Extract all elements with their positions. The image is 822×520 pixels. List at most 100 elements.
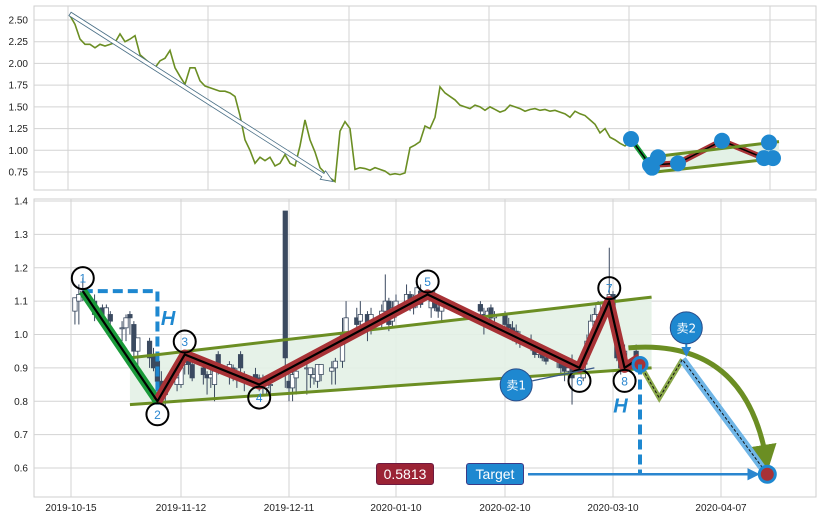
target-value-label: 0.5813 xyxy=(376,463,434,485)
candle-body-up xyxy=(357,314,363,322)
candle-body-down xyxy=(477,304,483,312)
overview-ytick-label: 1.75 xyxy=(9,81,29,92)
overview-price-line xyxy=(69,15,631,183)
candle xyxy=(135,337,141,368)
detail-xtick-label: 2019-12-11 xyxy=(264,503,315,514)
candle-body-up xyxy=(307,367,314,375)
overview-ytick-label: 1.50 xyxy=(9,102,29,113)
candle xyxy=(318,364,324,382)
wave-point-label: 3 xyxy=(181,335,188,349)
channel-upper-line xyxy=(129,295,652,360)
overview-channel-upper xyxy=(649,140,780,159)
wave-point-marker xyxy=(612,368,637,393)
candle xyxy=(289,367,296,402)
wave-point-label: 8 xyxy=(621,374,628,388)
candle-body-up xyxy=(72,297,78,312)
candle xyxy=(332,357,338,385)
overview-ytick-label: 1.00 xyxy=(9,146,29,157)
candle xyxy=(329,361,335,385)
candle xyxy=(189,361,195,382)
candle xyxy=(293,367,299,395)
candle-body-down xyxy=(543,357,549,362)
detail-xtick-label: 2020-03-10 xyxy=(587,503,639,514)
candle xyxy=(72,297,78,325)
detail-ytick-label: 0.7 xyxy=(14,430,28,441)
detail-xtick-label: 2020-01-10 xyxy=(370,503,422,514)
height-label: H xyxy=(613,396,628,418)
detail-ytick-label: 1.3 xyxy=(14,230,28,241)
detail-ytick-label: 1.2 xyxy=(14,263,28,274)
candle xyxy=(307,367,314,388)
wave-point-label: 6 xyxy=(576,374,583,388)
wave-point-label: 7 xyxy=(606,282,613,296)
overview-pattern-point xyxy=(623,130,639,147)
height-dashed-line xyxy=(82,289,160,405)
candle-body-up xyxy=(318,364,324,375)
detail-xtick-label: 2020-02-10 xyxy=(479,503,531,514)
candle xyxy=(357,301,363,328)
detail-ytick-label: 1.0 xyxy=(14,330,28,341)
candle-body-down xyxy=(200,367,206,375)
wave-point-label: 1 xyxy=(79,272,86,286)
target-point xyxy=(757,464,777,484)
sell-signal-marker xyxy=(669,311,703,345)
overview-pattern-point xyxy=(765,150,781,167)
candle-body-down xyxy=(189,364,195,379)
overview-pattern-point xyxy=(644,159,660,176)
wave-point-label: 2 xyxy=(154,408,161,422)
detail-ytick-label: 0.6 xyxy=(14,464,28,475)
overview-ytick-label: 2.25 xyxy=(9,37,29,48)
overview-ytick-label: 2.50 xyxy=(9,16,29,27)
candle-body-down xyxy=(506,324,512,329)
wave-point-marker xyxy=(597,276,622,301)
candle-body-down xyxy=(237,354,244,369)
candle xyxy=(123,314,129,342)
curved-projection-arrow xyxy=(628,344,777,470)
candle-body-down xyxy=(488,307,494,319)
overview-ytick-label: 1.25 xyxy=(9,124,29,135)
wave-point-marker xyxy=(70,266,95,291)
wave-point-label: 4 xyxy=(256,391,263,405)
wave-point-marker xyxy=(145,402,170,427)
detail-ytick-label: 1.4 xyxy=(14,197,28,208)
candle-body-up xyxy=(119,327,125,330)
candle xyxy=(127,311,133,335)
wave-point-marker xyxy=(415,269,440,294)
trend-arrow xyxy=(68,11,334,183)
candle-body-down xyxy=(282,210,288,359)
height-label: H xyxy=(161,308,176,330)
candle-body-up xyxy=(293,370,299,379)
detail-ytick-label: 1.1 xyxy=(14,297,28,308)
candle-body-up xyxy=(211,370,218,385)
candle xyxy=(119,321,125,342)
candle-body-up xyxy=(329,367,335,372)
wave-point-marker xyxy=(172,329,197,354)
candle-body-down xyxy=(146,340,153,359)
sell-signal-marker xyxy=(499,368,533,402)
detail-ytick-label: 0.9 xyxy=(14,363,28,374)
sell-signal-pointer xyxy=(532,367,595,382)
detail-xtick-label: 2019-10-15 xyxy=(45,503,97,514)
overview-pattern-point xyxy=(714,132,730,149)
overview-pattern-point xyxy=(761,134,777,151)
sell-signal-label: 卖2 xyxy=(676,321,696,335)
wave-point-marker xyxy=(567,368,592,393)
detail-xtick-label: 2020-04-07 xyxy=(695,503,747,514)
candle-body-down xyxy=(107,314,113,322)
wave-point-label: 5 xyxy=(424,275,431,289)
target-label: Target xyxy=(466,463,524,485)
detail-xtick-label: 2019-11-12 xyxy=(156,503,207,514)
candle xyxy=(200,364,206,385)
candle-body-down xyxy=(127,314,133,319)
sell-signal-label: 卖1 xyxy=(506,378,526,392)
candle xyxy=(282,210,288,388)
candle xyxy=(76,284,82,325)
candle-body-up xyxy=(76,294,82,302)
overview-ytick-label: 0.75 xyxy=(9,168,29,179)
projection-dashed-line xyxy=(639,358,768,475)
candle xyxy=(146,337,153,368)
detail-ytick-label: 0.8 xyxy=(14,397,28,408)
candle xyxy=(237,351,244,375)
candle-body-up xyxy=(123,317,129,329)
